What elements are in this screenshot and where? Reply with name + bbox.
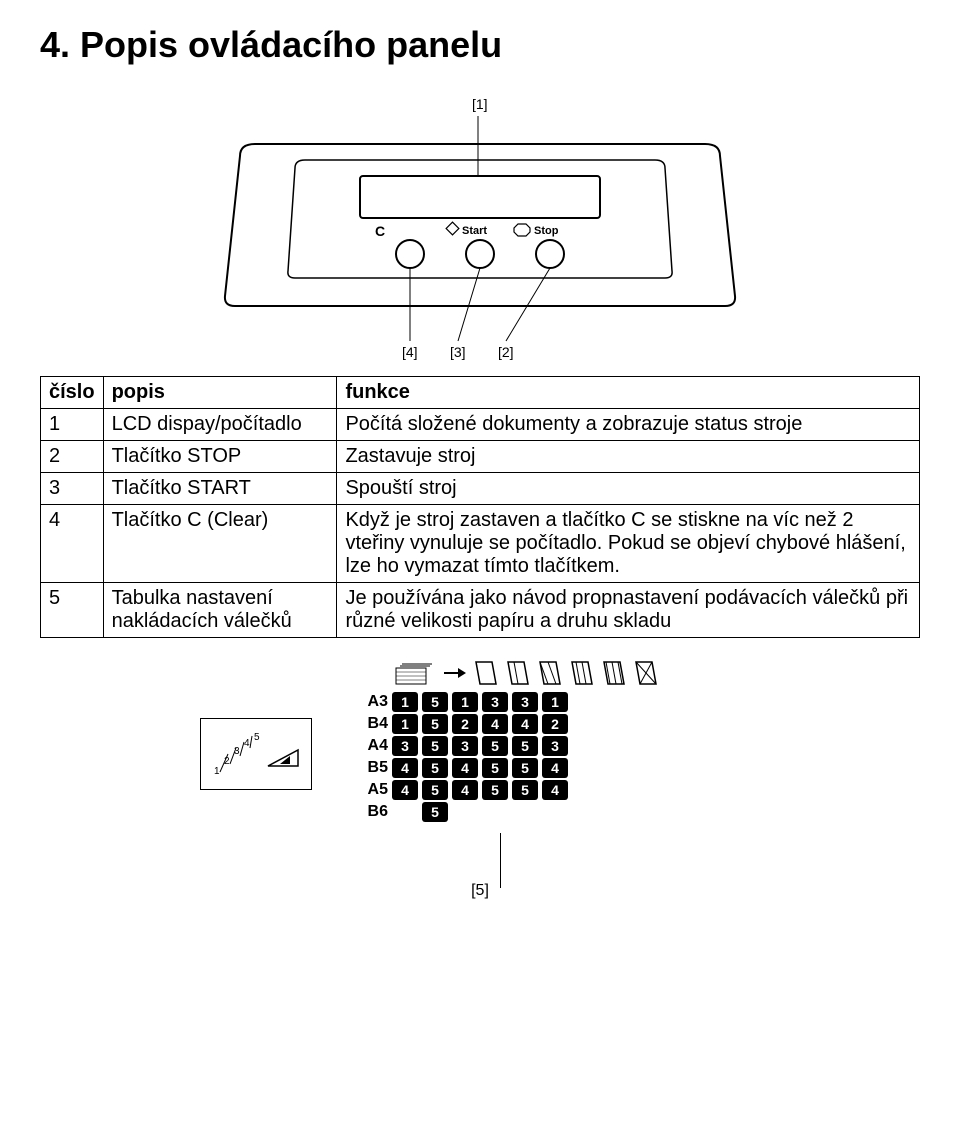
- settings-cell: 5: [422, 692, 448, 712]
- settings-cell: 3: [512, 692, 538, 712]
- table-row: 4Tlačítko C (Clear)Když je stroj zastave…: [41, 505, 920, 583]
- table-header-row: číslo popis funkce: [41, 377, 920, 409]
- settings-cell: 5: [512, 780, 538, 800]
- table-row: 1LCD dispay/počítadloPočítá složené doku…: [41, 409, 920, 441]
- settings-cell: 2: [452, 714, 478, 734]
- settings-cell: 1: [452, 692, 478, 712]
- table-cell: Tlačítko STOP: [103, 441, 337, 473]
- settings-row-label: A3: [360, 693, 388, 711]
- settings-cell: 5: [512, 758, 538, 778]
- fold-icon: [600, 658, 626, 688]
- arrow-icon: [442, 658, 466, 688]
- settings-row: A3151331: [360, 692, 568, 712]
- settings-cell: 4: [542, 780, 568, 800]
- settings-cell: 3: [542, 736, 568, 756]
- settings-cell: 5: [422, 736, 448, 756]
- svg-text:4: 4: [244, 738, 250, 749]
- settings-cell: 4: [512, 714, 538, 734]
- settings-cell: 5: [512, 736, 538, 756]
- callout-4: [4]: [402, 344, 418, 360]
- table-cell: 3: [41, 473, 104, 505]
- settings-cell: 3: [392, 736, 418, 756]
- page-title: 4. Popis ovládacího panelu: [40, 24, 920, 66]
- btn-c-label: C: [375, 223, 385, 239]
- callout-1: [1]: [472, 96, 488, 112]
- table-cell: Zastavuje stroj: [337, 441, 920, 473]
- table-row: 5Tabulka nastavení nakládacích válečkůJe…: [41, 583, 920, 638]
- settings-row-label: B4: [360, 715, 388, 733]
- table-cell: Spouští stroj: [337, 473, 920, 505]
- settings-cell: 3: [482, 692, 508, 712]
- table-cell: Tabulka nastavení nakládacích válečků: [103, 583, 337, 638]
- settings-cell: 5: [482, 780, 508, 800]
- settings-cell: 3: [452, 736, 478, 756]
- settings-cell: 5: [422, 780, 448, 800]
- fold-icon: [472, 658, 498, 688]
- table-cell: Když je stroj zastaven a tlačítko C se s…: [337, 505, 920, 583]
- settings-cell: 2: [542, 714, 568, 734]
- settings-cell: 4: [482, 714, 508, 734]
- table-cell: Tlačítko START: [103, 473, 337, 505]
- table-cell: Je používána jako návod propnastavení po…: [337, 583, 920, 638]
- fold-icon: [504, 658, 530, 688]
- settings-cell: 4: [542, 758, 568, 778]
- control-panel-figure: [1] C Start Stop [4] [3] [2]: [200, 96, 760, 366]
- settings-cell: 1: [392, 714, 418, 734]
- fold-icons-row: [394, 658, 760, 688]
- settings-cell: 5: [422, 802, 448, 822]
- fold-icon: [568, 658, 594, 688]
- leader-line-5: [500, 833, 501, 888]
- panel-svg: C Start Stop: [200, 96, 760, 366]
- settings-cell: 4: [452, 780, 478, 800]
- settings-figure: 1 2 3 4 5: [200, 658, 760, 900]
- th-popis: popis: [103, 377, 337, 409]
- callout-3: [3]: [450, 344, 466, 360]
- table-cell: 1: [41, 409, 104, 441]
- dial-indicator-box: 1 2 3 4 5: [200, 718, 312, 790]
- settings-row-label: B5: [360, 759, 388, 777]
- settings-cell: 5: [482, 758, 508, 778]
- settings-row: B6 5: [360, 802, 568, 822]
- table-cell: Počítá složené dokumenty a zobrazuje sta…: [337, 409, 920, 441]
- table-cell: LCD dispay/počítadlo: [103, 409, 337, 441]
- svg-text:5: 5: [254, 732, 260, 743]
- settings-row: B4152442: [360, 714, 568, 734]
- settings-grid: A3151331B4152442A4353553B5454554A5454554…: [360, 692, 568, 822]
- settings-cell: 4: [392, 758, 418, 778]
- settings-row-label: A4: [360, 737, 388, 755]
- settings-row: A5454554: [360, 780, 568, 800]
- th-funkce: funkce: [337, 377, 920, 409]
- table-cell: 5: [41, 583, 104, 638]
- settings-cell: 1: [392, 692, 418, 712]
- fold-icon: [536, 658, 562, 688]
- settings-cell: 5: [482, 736, 508, 756]
- callout-2: [2]: [498, 344, 514, 360]
- table-cell: 2: [41, 441, 104, 473]
- fold-icon: [632, 658, 658, 688]
- settings-cell: 4: [452, 758, 478, 778]
- description-table: číslo popis funkce 1LCD dispay/počítadlo…: [40, 376, 920, 638]
- table-row: 3Tlačítko STARTSpouští stroj: [41, 473, 920, 505]
- svg-text:1: 1: [214, 766, 220, 777]
- settings-cell: 1: [542, 692, 568, 712]
- btn-stop-label: Stop: [534, 225, 559, 237]
- table-row: 2Tlačítko STOPZastavuje stroj: [41, 441, 920, 473]
- settings-cell: 5: [422, 714, 448, 734]
- settings-cell: 5: [422, 758, 448, 778]
- btn-start-label: Start: [462, 225, 487, 237]
- settings-row: A4353553: [360, 736, 568, 756]
- settings-row-label: A5: [360, 781, 388, 799]
- settings-cell: 4: [392, 780, 418, 800]
- th-cislo: číslo: [41, 377, 104, 409]
- table-cell: 4: [41, 505, 104, 583]
- callout-5: [5]: [200, 882, 760, 900]
- paper-stack-icon: [394, 658, 436, 688]
- settings-row: B5454554: [360, 758, 568, 778]
- settings-row-label: B6: [360, 803, 388, 821]
- table-cell: Tlačítko C (Clear): [103, 505, 337, 583]
